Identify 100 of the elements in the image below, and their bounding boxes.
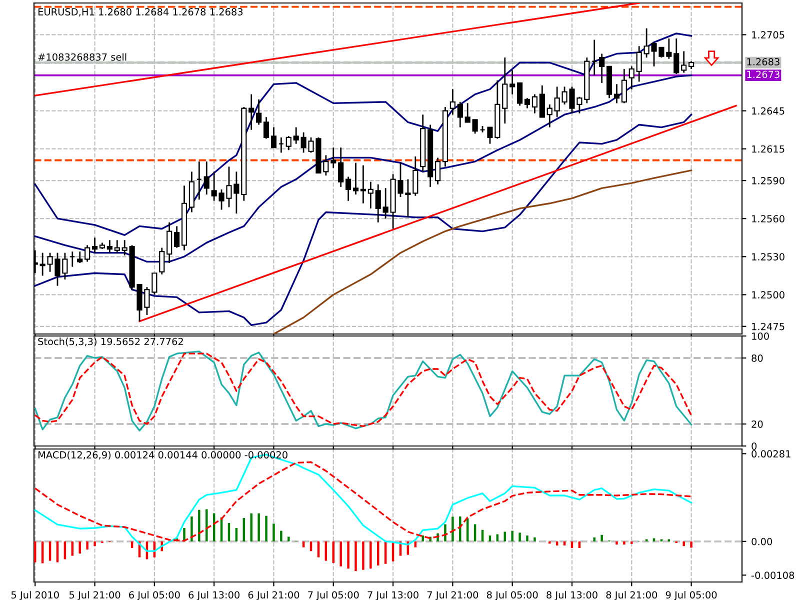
candlestick: [674, 38, 680, 75]
bar: [534, 537, 536, 542]
bar: [526, 535, 528, 542]
y-tick-label: 1.2615: [752, 145, 784, 153]
bar: [228, 522, 230, 542]
x-tick-label: 6 Jul 21:00: [248, 591, 300, 600]
bar: [288, 536, 290, 542]
candlestick: [263, 116, 270, 140]
bar: [198, 510, 200, 542]
candlestick: [293, 126, 299, 144]
bar: [459, 516, 462, 542]
bar: [682, 541, 685, 546]
bar: [250, 513, 252, 542]
candlestick: [368, 181, 374, 210]
bar: [302, 541, 305, 548]
y-tick-label: 20: [752, 420, 763, 428]
candlestick: [77, 250, 83, 264]
y-tick-label: 1.2590: [752, 177, 784, 184]
candlestick: [524, 97, 530, 109]
candlestick: [532, 94, 538, 114]
candlestick: [346, 176, 352, 202]
x-tick-label: 7 Jul 21:00: [427, 591, 478, 600]
y-tick-label: 100: [752, 332, 769, 340]
bar: [496, 534, 499, 542]
candlestick: [360, 164, 366, 204]
y-tick-label: 1.2560: [752, 215, 784, 222]
bar: [600, 534, 603, 542]
x-tick-label: 8 Jul 13:00: [546, 591, 598, 600]
bar: [616, 541, 618, 545]
candlestick: [84, 244, 90, 262]
x-tick-label: 5 Jul 21:00: [69, 591, 120, 600]
bar: [324, 541, 328, 561]
bar: [518, 532, 521, 542]
bar: [414, 541, 417, 548]
x-tick-label: 8 Jul 21:00: [606, 591, 658, 600]
y-tick-label: 1.2645: [752, 107, 784, 115]
bar: [474, 524, 476, 542]
candlestick: [106, 239, 112, 254]
bar: [370, 541, 372, 569]
candlestick: [636, 45, 642, 82]
bar: [235, 528, 238, 542]
line-series: [34, 461, 692, 542]
y-tick-label: 0.00: [752, 538, 772, 546]
candlestick: [375, 184, 381, 224]
candlestick: [510, 70, 516, 96]
candlestick: [166, 222, 172, 264]
y-tick-label: 80: [752, 354, 763, 362]
chart-title: MACD(12,26,9) 0.00124 0.00144 0.00000 -0.00020: [38, 451, 288, 460]
bar: [190, 516, 193, 542]
candlestick: [338, 146, 344, 188]
bar: [317, 541, 320, 558]
y-tick-label: 0.00281: [752, 450, 790, 458]
bar: [280, 530, 282, 542]
candlestick: [434, 157, 441, 186]
y-tick-label: 1.2475: [752, 322, 784, 330]
y-tick-label: 1.2705: [752, 31, 784, 39]
bar: [265, 516, 268, 542]
candlestick: [122, 239, 128, 256]
x-tick-label: 7 Jul 13:00: [368, 591, 418, 600]
candlestick: [628, 66, 634, 90]
candlestick: [204, 160, 210, 196]
candlestick: [539, 84, 545, 118]
candlestick: [114, 239, 120, 254]
bar: [623, 541, 626, 545]
chart-title: Stoch(5,3,3) 19.5652 27.7762: [38, 338, 183, 346]
x-tick-label: 6 Jul 13:00: [188, 591, 240, 600]
y-tick-label: 0: [752, 442, 757, 450]
candlestick: [621, 68, 627, 104]
candlestick: [330, 146, 336, 169]
line-series: [34, 32, 692, 236]
bar: [630, 541, 633, 544]
candlestick: [546, 104, 552, 128]
x-tick-label: 5 Jul 2010: [11, 591, 59, 600]
x-tick-label: 7 Jul 05:00: [308, 591, 359, 600]
bar: [504, 532, 506, 542]
candlestick: [464, 102, 470, 123]
candlestick: [517, 82, 523, 106]
candlestick: [457, 101, 463, 128]
ref-line-label: 1.2673: [747, 70, 780, 78]
bar: [34, 541, 36, 562]
candlestick: [174, 226, 180, 248]
candlestick: [248, 94, 254, 131]
bar: [48, 541, 52, 561]
bar: [354, 541, 357, 572]
bar: [78, 541, 81, 554]
candlestick: [412, 156, 418, 196]
bar: [272, 524, 275, 542]
y-tick-label: 1.2530: [752, 253, 784, 260]
bar: [41, 541, 44, 564]
line-series: [272, 170, 692, 334]
candlestick: [681, 50, 687, 74]
bar: [242, 518, 246, 542]
ref-line-label: #1083268837 sell: [38, 53, 126, 61]
bar: [340, 541, 342, 566]
line-series: [34, 114, 692, 326]
x-tick-label: 9 Jul 05:00: [666, 591, 717, 600]
candlestick: [614, 83, 620, 104]
bar: [488, 535, 492, 542]
y-tick-label: 1.2500: [752, 291, 784, 299]
bar: [94, 541, 96, 546]
